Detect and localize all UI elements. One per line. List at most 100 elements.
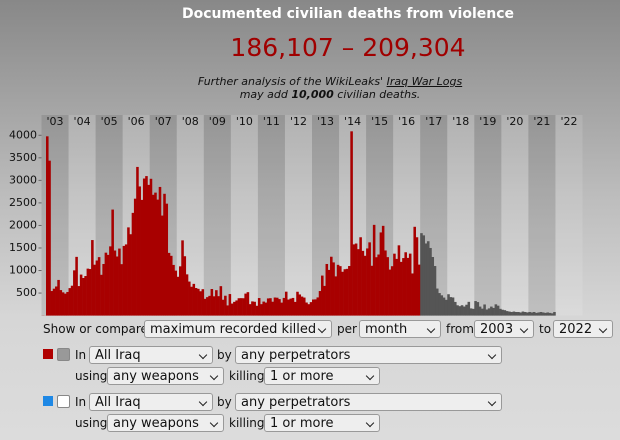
bar (88, 269, 92, 316)
bar (465, 304, 468, 316)
bar (363, 255, 367, 316)
bar (212, 296, 216, 316)
select-area[interactable]: All Iraq (89, 346, 213, 364)
note: Further analysis of the WikiLeaks' Iraq … (0, 75, 620, 101)
x-tick-label: '05 (101, 115, 118, 128)
select-period[interactable]: month (359, 320, 441, 338)
bar (512, 311, 516, 316)
bar (399, 261, 403, 316)
bar (476, 302, 480, 316)
bar (541, 312, 545, 316)
bar (230, 303, 234, 316)
bar (422, 235, 426, 316)
bar (104, 252, 108, 316)
bar (219, 286, 223, 316)
bar (472, 308, 475, 316)
bar (307, 304, 311, 316)
select-killed[interactable]: 1 or more (264, 414, 380, 432)
label: per (337, 322, 357, 336)
bar (523, 311, 527, 316)
checkbox[interactable] (57, 395, 70, 408)
bar (86, 268, 90, 316)
bar (431, 256, 435, 316)
x-tick-label: '17 (425, 115, 442, 128)
bar (52, 288, 56, 316)
select-to[interactable]: 2022 (553, 320, 613, 338)
bar (138, 186, 141, 316)
bar (140, 199, 144, 316)
bar (287, 299, 290, 316)
bar (151, 194, 155, 316)
select-from[interactable]: 2003 (474, 320, 534, 338)
note-link[interactable]: Iraq War Logs (386, 75, 463, 88)
select-area[interactable]: All Iraq (89, 393, 213, 411)
bar (535, 312, 538, 316)
year-band (555, 115, 583, 316)
bar (271, 301, 274, 316)
bar (501, 309, 504, 316)
bar (122, 245, 126, 316)
bar (93, 264, 96, 316)
select-perpetrator[interactable]: any perpetrators (235, 393, 502, 411)
bar (228, 294, 232, 316)
bar (142, 178, 146, 316)
label: to (539, 322, 552, 336)
x-tick-label: '12 (290, 115, 307, 128)
bar (503, 310, 507, 316)
bar (257, 298, 261, 316)
select-weapon[interactable]: any weapons (107, 367, 224, 385)
bar (454, 301, 457, 316)
year-band (528, 115, 556, 316)
select-measure[interactable]: maximum recorded killed (144, 320, 332, 338)
bar (345, 268, 349, 316)
select-perpetrator[interactable]: any perpetrators (235, 346, 502, 364)
bar (469, 308, 473, 316)
bar (305, 302, 308, 316)
bar (82, 278, 85, 316)
bar (260, 304, 263, 316)
checkbox[interactable] (57, 348, 70, 361)
select-weapon[interactable]: any weapons (107, 414, 224, 432)
bar (91, 240, 94, 316)
bar (131, 212, 135, 316)
bar (302, 297, 306, 316)
bar (127, 227, 130, 316)
label: In (75, 348, 87, 362)
bar (442, 297, 446, 316)
select-killed[interactable]: 1 or more (264, 367, 380, 385)
bar (406, 257, 410, 316)
year-band (447, 115, 475, 316)
bar (323, 285, 326, 316)
bar (386, 257, 389, 316)
bar (451, 297, 455, 316)
year-band (284, 115, 312, 316)
bar (237, 298, 241, 316)
bar (194, 288, 198, 316)
y-tick-label: 2500 (9, 196, 37, 209)
bar (70, 285, 74, 316)
bar (426, 241, 430, 316)
y-tick-label: 2000 (9, 218, 37, 231)
x-tick-label: '15 (371, 115, 388, 128)
label: killing (229, 416, 265, 430)
bar (408, 253, 412, 316)
bar (190, 286, 193, 316)
note-text: civilian deaths. (333, 88, 421, 101)
death-range: 186,107 – 209,304 (230, 33, 466, 62)
bar (66, 291, 69, 316)
bar (185, 274, 189, 316)
bar (490, 306, 493, 316)
bar (278, 299, 281, 316)
bar (73, 270, 76, 316)
bar (118, 248, 121, 316)
bar (208, 295, 211, 316)
bar (57, 279, 60, 316)
bar (496, 305, 500, 316)
bar (129, 234, 132, 316)
bar (109, 246, 112, 316)
bar (336, 264, 340, 316)
bar (163, 193, 166, 316)
bar (201, 289, 205, 316)
bar (357, 249, 360, 316)
bar (169, 255, 173, 316)
